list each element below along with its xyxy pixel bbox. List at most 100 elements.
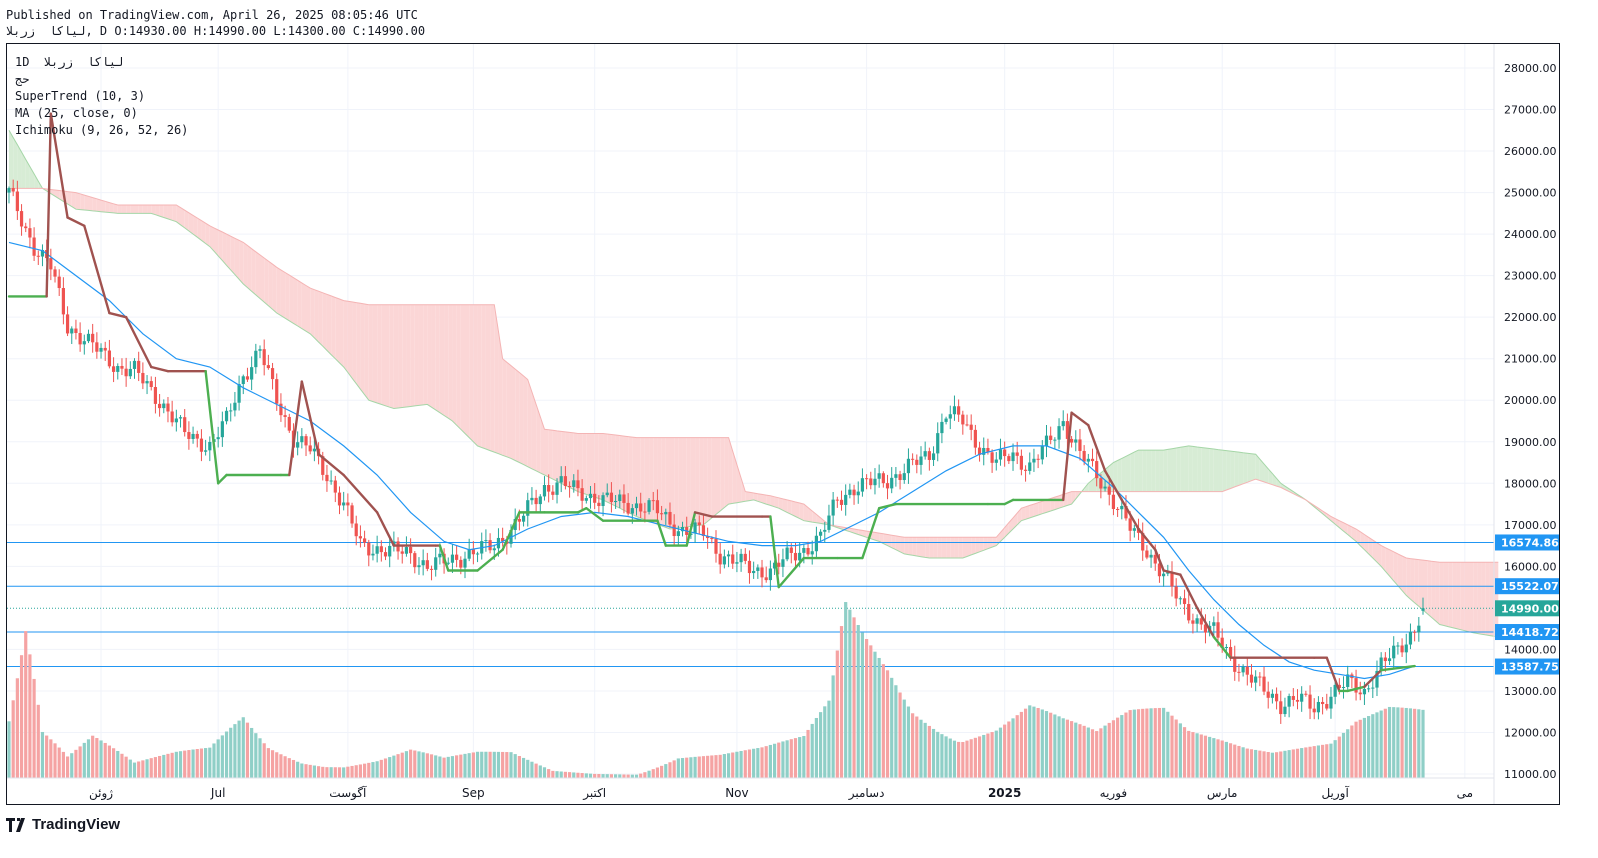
candle-body — [375, 546, 379, 554]
cloud-segment — [736, 464, 742, 503]
supertrend-segment — [576, 507, 588, 514]
candle-body — [1086, 458, 1090, 462]
supertrend-segment — [1363, 668, 1383, 688]
volume-bar — [626, 774, 630, 778]
volume-bars — [7, 602, 1425, 778]
candle-body — [208, 441, 212, 451]
volume-bar — [107, 745, 112, 778]
supertrend-segment — [501, 511, 521, 551]
volume-bar — [1040, 709, 1044, 778]
volume-bar — [275, 752, 279, 778]
cloud-segment — [88, 196, 93, 211]
candle-body — [116, 366, 120, 372]
volume-bar — [630, 774, 634, 778]
volume-bar — [777, 742, 781, 778]
cloud-segment — [1025, 505, 1030, 520]
supertrend-segment — [1346, 685, 1366, 693]
candle-body — [852, 489, 856, 496]
candle-body — [1182, 598, 1187, 605]
price-tick-label: 19000.00 — [1504, 436, 1557, 449]
cloud-segment — [795, 501, 800, 519]
candle-body — [726, 554, 731, 557]
candle-body — [132, 360, 137, 369]
cloud-segment — [1243, 452, 1248, 484]
candle-body — [1304, 693, 1308, 695]
candle-body — [158, 403, 162, 409]
volume-bar — [1162, 707, 1166, 778]
volume-bar — [296, 761, 300, 778]
volume-bar — [279, 754, 283, 778]
volume-bar — [120, 753, 124, 778]
volume-bar — [781, 741, 785, 778]
candle-body — [660, 513, 664, 515]
cloud-segment — [887, 534, 892, 548]
legend-supertrend[interactable]: SuperTrend (10, 3) — [15, 89, 146, 103]
candle-body — [923, 451, 927, 457]
cloud-segment — [1435, 561, 1440, 625]
price-level-label: 14990.00 — [1501, 602, 1559, 615]
cloud-segment — [628, 436, 633, 515]
price-level-tag — [1495, 600, 1559, 617]
legend-volume[interactable]: حج — [15, 72, 30, 86]
candle-body — [61, 288, 65, 315]
chart-panel[interactable]: 28000.00 27000.00 26000.00 25000.00 24000.00… — [6, 43, 1560, 805]
volume-bar — [505, 752, 509, 778]
candle-body — [1065, 421, 1070, 439]
legend-ma[interactable]: MA (25, close, 0) — [15, 106, 138, 120]
price-level-label: 15522.07 — [1501, 580, 1559, 593]
time-axis: ژوئن Jul آگوست Sep اکتبر Nov دسامبر 2025 فوریه ما… — [7, 777, 1494, 801]
candle-body — [1295, 699, 1300, 702]
candles — [7, 179, 1425, 724]
candle-body — [706, 536, 710, 539]
volume-bar — [166, 753, 170, 778]
cloud-segment — [1121, 456, 1126, 492]
volume-bar — [551, 770, 555, 778]
candle-body — [785, 547, 789, 560]
candle-body — [1291, 696, 1295, 700]
candle-body — [1354, 678, 1358, 693]
cloud-segment — [950, 537, 955, 559]
tradingview-logo[interactable]: TradingView — [6, 816, 120, 833]
candle-body — [145, 381, 149, 384]
legend-symbol[interactable]: 1D لیاکا زربلا — [15, 55, 124, 69]
candle-body — [371, 553, 375, 556]
cloud-segment — [502, 358, 507, 457]
volume-bar — [731, 752, 735, 778]
candle-body — [689, 533, 693, 535]
volume-bar — [689, 757, 693, 778]
volume-bar — [61, 751, 65, 778]
volume-bar — [316, 766, 321, 778]
volume-bar — [747, 749, 752, 778]
cloud-segment — [565, 431, 570, 488]
legend-ichimoku[interactable]: Ichimoku (9, 26, 52, 26) — [15, 123, 189, 137]
candle-body — [584, 498, 588, 501]
cloud-segment — [536, 404, 541, 473]
cloud-segment — [264, 257, 269, 306]
candle-body — [1224, 646, 1228, 649]
volume-bar — [534, 763, 538, 778]
cloud-segment — [285, 272, 290, 321]
cloud-segment — [1339, 520, 1344, 532]
candle-body — [15, 191, 19, 212]
volume-bar — [480, 751, 484, 778]
volume-bar — [1103, 725, 1107, 778]
candle-body — [266, 365, 270, 369]
supertrend-segment — [777, 556, 806, 589]
candle-body — [120, 366, 124, 369]
cloud-segment — [762, 494, 767, 505]
supertrend-segment — [1137, 527, 1157, 551]
volume-bar — [132, 762, 137, 778]
volume-bar — [827, 700, 831, 778]
candle-body — [191, 433, 195, 439]
volume-bar — [346, 766, 350, 778]
candle-body — [1245, 666, 1249, 675]
time-tick-label: Nov — [725, 786, 748, 800]
volume-bar — [793, 738, 798, 778]
price-chart[interactable]: 28000.00 27000.00 26000.00 25000.00 24000.00… — [7, 44, 1559, 804]
cloud-segment — [1397, 553, 1403, 591]
volume-bar — [321, 766, 325, 778]
volume-bar — [622, 774, 626, 778]
volume-bar — [764, 746, 768, 778]
volume-bar — [521, 757, 526, 778]
cloud-segment — [699, 437, 704, 526]
